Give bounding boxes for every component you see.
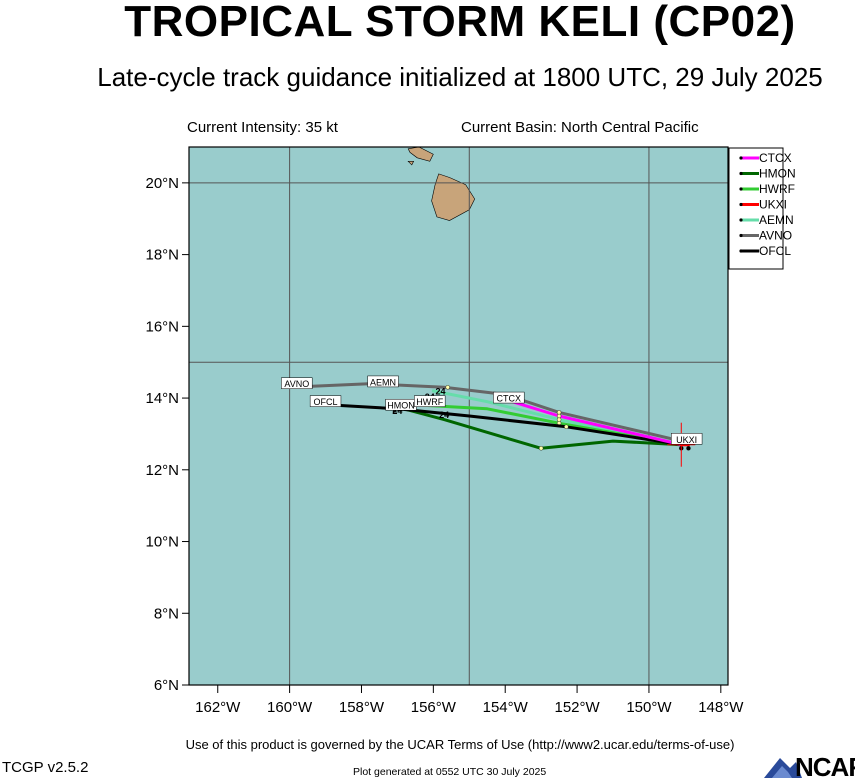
current-basin: Current Basin: North Central Pacific xyxy=(461,119,699,136)
legend-dot-avno xyxy=(739,233,743,238)
forecast-hour-label: 24 xyxy=(392,406,402,416)
track-label-box xyxy=(367,375,399,388)
lon-tick-label: 154°W xyxy=(483,699,529,716)
legend-label-hmon: HMON xyxy=(759,167,796,181)
legend-box xyxy=(728,147,784,270)
island-big-island xyxy=(431,173,476,221)
lat-tick-label: 14°N xyxy=(145,390,179,407)
legend-dot-aemn xyxy=(739,218,743,222)
track-ofcl xyxy=(334,403,683,447)
track-label-avno: AVNO xyxy=(284,379,309,389)
lat-tick-label: 16°N xyxy=(145,318,179,335)
track-label-hmon: HMON xyxy=(387,401,415,411)
island-kahoolawe xyxy=(407,161,415,166)
lon-tick-label: 152°W xyxy=(554,699,600,716)
lat-tick-label: 12°N xyxy=(145,462,179,479)
land-layer xyxy=(387,140,476,221)
track-labels: 2424242424CTCXHMONHWRFUKXIAEMNAVNOOFCL xyxy=(281,375,703,445)
track-avno xyxy=(288,382,683,443)
legend-dot-ofcl xyxy=(739,249,743,253)
grid-lines xyxy=(189,147,728,685)
legend-label-ctcx: CTCX xyxy=(759,151,792,165)
lon-tick-label: 162°W xyxy=(195,699,241,716)
ncar-logo-mark xyxy=(764,758,802,778)
track-label-box xyxy=(671,433,703,445)
track-label-box xyxy=(281,377,313,389)
track-label-box xyxy=(493,391,525,404)
track-label-ctcx: CTCX xyxy=(497,394,522,404)
generated-timestamp: Plot generated at 0552 UTC 30 July 2025 xyxy=(353,766,547,778)
lat-tick-label: 10°N xyxy=(145,534,179,551)
axis-ticks: 162°W 160°W 158°W 156°W 154°W 152°W 150°W 148°W… xyxy=(145,175,744,716)
track-label-ukxi: UKXI xyxy=(676,435,697,445)
lon-tick-label: 156°W xyxy=(411,699,457,716)
legend-label-aemn: AEMN xyxy=(759,213,794,227)
lon-tick-label: 148°W xyxy=(698,699,744,716)
current-intensity: Current Intensity: 35 kt xyxy=(187,119,338,136)
lat-tick-label: 8°N xyxy=(154,605,179,622)
track-aemn xyxy=(431,389,683,447)
legend-label-avno: AVNO xyxy=(759,229,792,243)
plot-frame xyxy=(188,146,729,686)
track-point-ofcl xyxy=(564,424,569,429)
lat-tick-label: 20°N xyxy=(145,175,179,192)
legend-dot-hmon xyxy=(739,171,743,176)
forecast-hour-label: 24 xyxy=(436,386,446,396)
forecast-hour-label: 24 xyxy=(439,410,449,420)
legend-label-ofcl: OFCL xyxy=(759,244,791,258)
lon-tick-label: 150°W xyxy=(626,699,672,716)
terms-of-use: Use of this product is governed by the U… xyxy=(185,737,735,752)
track-label-box xyxy=(309,395,342,407)
track-label-ofcl: OFCL xyxy=(314,397,338,407)
lat-tick-label: 6°N xyxy=(154,677,179,694)
lon-tick-label: 160°W xyxy=(267,699,313,716)
forecast-tracks xyxy=(288,382,696,467)
track-label-aemn: AEMN xyxy=(370,377,396,387)
legend-dot-ctcx xyxy=(739,156,743,160)
version-label: TCGP v2.5.2 xyxy=(2,759,89,776)
island-maui xyxy=(407,147,434,162)
track-point-hmon xyxy=(538,446,544,451)
legend-label-hwrf: HWRF xyxy=(759,182,795,196)
ncar-logo-text: NCAR xyxy=(795,752,855,782)
legend-label-ukxi: UKXI xyxy=(759,198,787,212)
legend-dot-hwrf xyxy=(739,187,743,191)
track-label-hwrf: HWRF xyxy=(416,397,443,407)
legend-dot-ukxi xyxy=(739,202,743,207)
track-point-ukxi xyxy=(686,446,691,451)
track-point-avno xyxy=(445,385,450,390)
track-point-ctcx xyxy=(556,413,562,419)
page-subtitle: Late-cycle track guidance initialized at… xyxy=(97,62,823,92)
island-molokai xyxy=(387,140,407,144)
lon-tick-label: 158°W xyxy=(339,699,385,716)
lat-tick-label: 18°N xyxy=(145,247,179,264)
page-title: TROPICAL STORM KELI (CP02) xyxy=(124,0,796,46)
track-label-box xyxy=(414,395,446,407)
